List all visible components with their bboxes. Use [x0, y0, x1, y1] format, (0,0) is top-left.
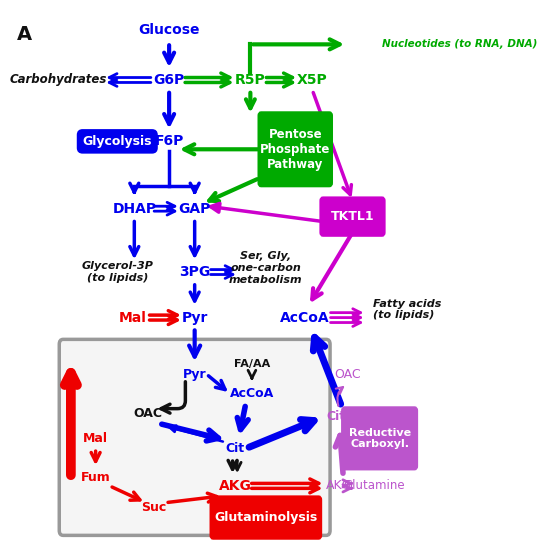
Text: Reductive
Carboxyl.: Reductive Carboxyl. — [348, 427, 410, 449]
Text: Glycerol-3P
(to lipids): Glycerol-3P (to lipids) — [82, 261, 153, 283]
Text: TKTL1: TKTL1 — [330, 210, 374, 223]
Text: Glucose: Glucose — [138, 23, 200, 38]
Text: AKG: AKG — [326, 479, 353, 492]
Text: Carbohydrates: Carbohydrates — [10, 74, 107, 86]
Text: Glutamine: Glutamine — [343, 479, 405, 492]
Text: Mal: Mal — [83, 432, 108, 445]
Text: Pyr: Pyr — [181, 311, 208, 325]
Text: AcCoA: AcCoA — [280, 311, 329, 325]
Text: F6P: F6P — [154, 134, 184, 148]
Text: GAP: GAP — [179, 202, 211, 216]
Text: X5P: X5P — [297, 73, 328, 87]
Text: G6P: G6P — [153, 73, 185, 87]
FancyBboxPatch shape — [259, 113, 332, 186]
Text: FA/AA: FA/AA — [234, 359, 270, 369]
Text: DHAP: DHAP — [112, 202, 157, 216]
Text: R5P: R5P — [235, 73, 266, 87]
FancyBboxPatch shape — [342, 408, 417, 469]
Text: A: A — [17, 24, 32, 44]
Text: Glutaminolysis: Glutaminolysis — [214, 511, 318, 524]
Text: Cit: Cit — [225, 442, 245, 455]
Text: 3PG: 3PG — [179, 265, 210, 279]
Text: Glycolysis: Glycolysis — [83, 135, 152, 148]
Text: Mal: Mal — [119, 311, 147, 325]
Text: Pentose
Phosphate
Pathway: Pentose Phosphate Pathway — [260, 128, 330, 171]
Text: AcCoA: AcCoA — [230, 387, 274, 400]
Text: Nucleotides (to RNA, DNA): Nucleotides (to RNA, DNA) — [382, 39, 537, 49]
FancyBboxPatch shape — [59, 340, 330, 535]
Text: Ser, Gly,
one-carbon
metabolism: Ser, Gly, one-carbon metabolism — [229, 252, 302, 285]
Text: OAC: OAC — [334, 368, 360, 380]
Text: AKG: AKG — [219, 479, 251, 493]
Text: Cit: Cit — [326, 410, 345, 423]
Text: Pyr: Pyr — [183, 368, 206, 380]
FancyBboxPatch shape — [211, 497, 321, 538]
Text: Fum: Fum — [81, 472, 111, 484]
Text: Fatty acids
(to lipids): Fatty acids (to lipids) — [373, 299, 441, 320]
Text: Suc: Suc — [141, 501, 166, 514]
Text: OAC: OAC — [134, 407, 163, 420]
FancyBboxPatch shape — [321, 198, 384, 236]
